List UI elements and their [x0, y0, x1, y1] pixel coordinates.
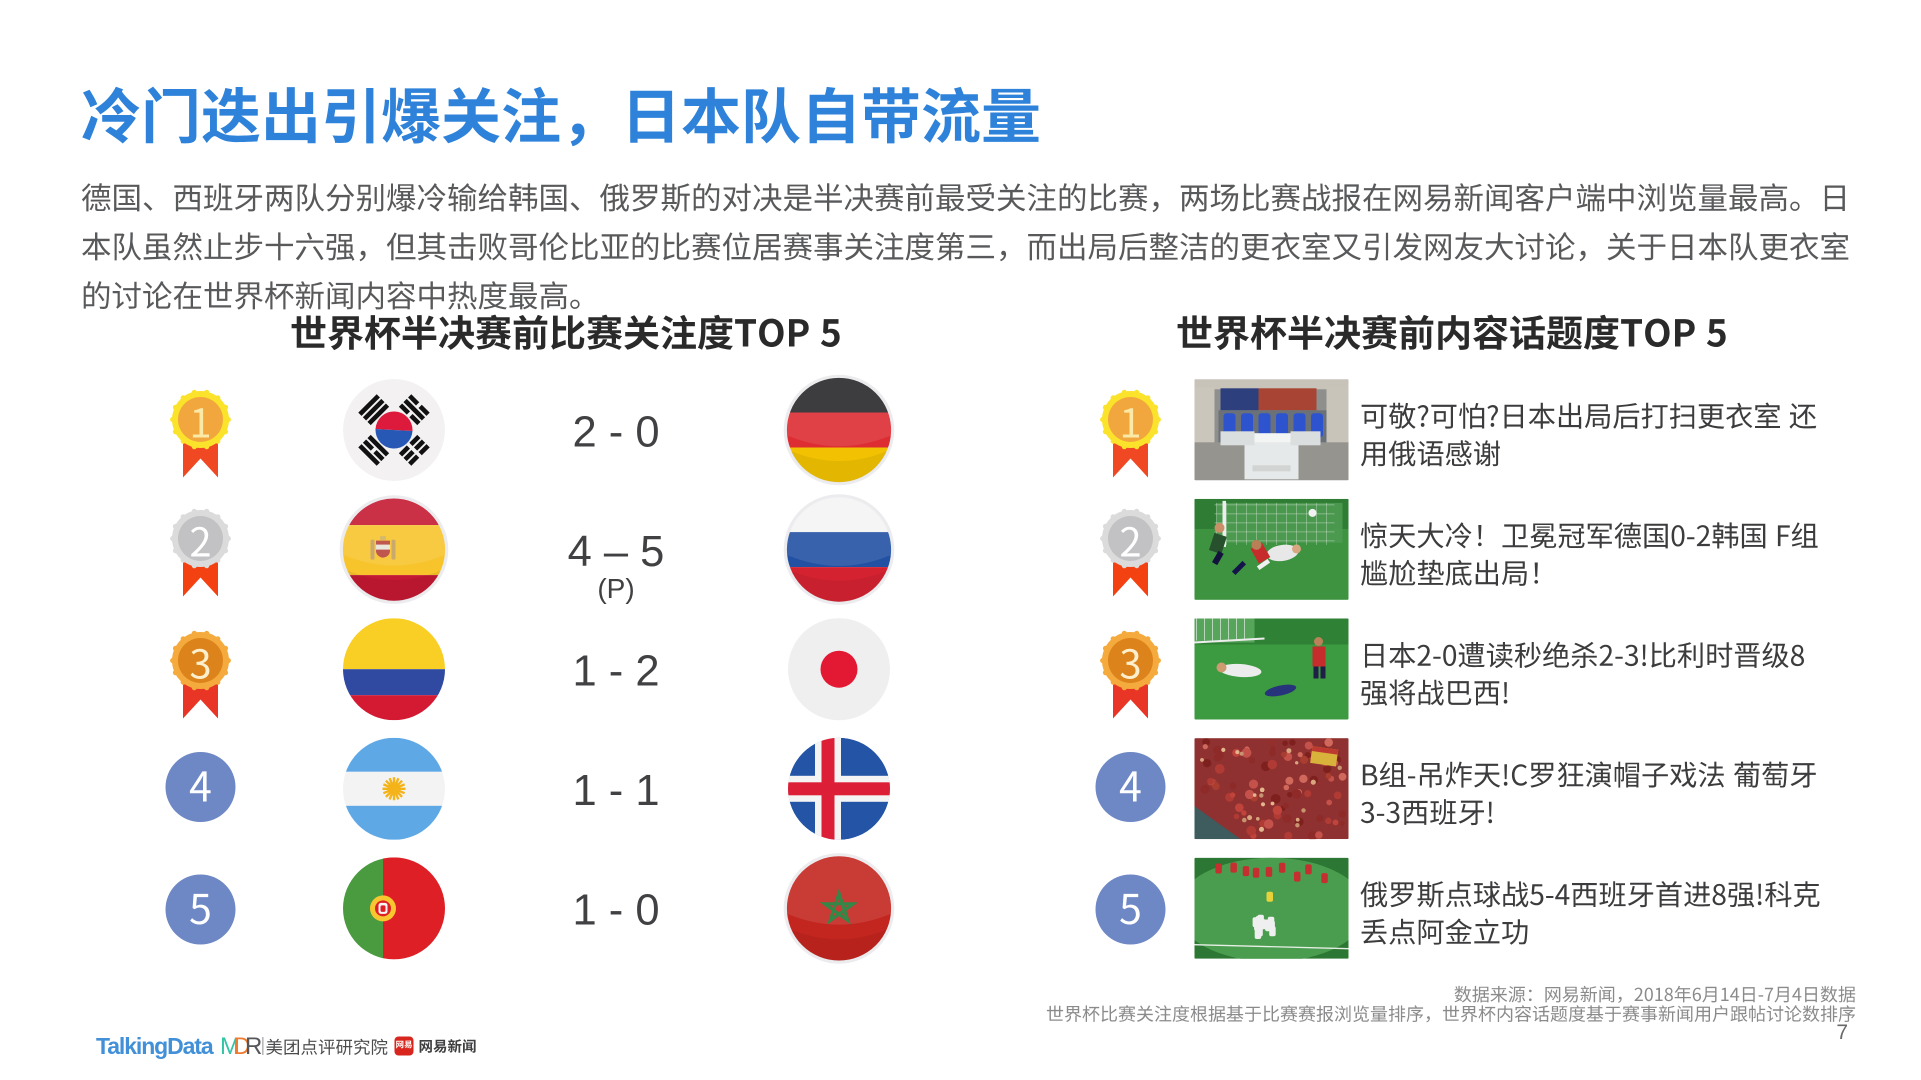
svg-text:M: M	[220, 1033, 240, 1060]
svg-text:1 - 0: 1 - 0	[572, 887, 659, 935]
svg-text:R: R	[245, 1033, 262, 1060]
svg-text:(P): (P)	[597, 573, 634, 604]
svg-text:D: D	[233, 1033, 250, 1060]
svg-text:4 – 5: 4 – 5	[568, 528, 665, 576]
svg-text:7: 7	[1836, 1021, 1848, 1044]
svg-text:TalkingData: TalkingData	[96, 1033, 214, 1059]
svg-text:2 - 0: 2 - 0	[572, 408, 659, 456]
svg-text:1 - 1: 1 - 1	[572, 767, 659, 815]
svg-text:1 - 2: 1 - 2	[572, 648, 659, 696]
